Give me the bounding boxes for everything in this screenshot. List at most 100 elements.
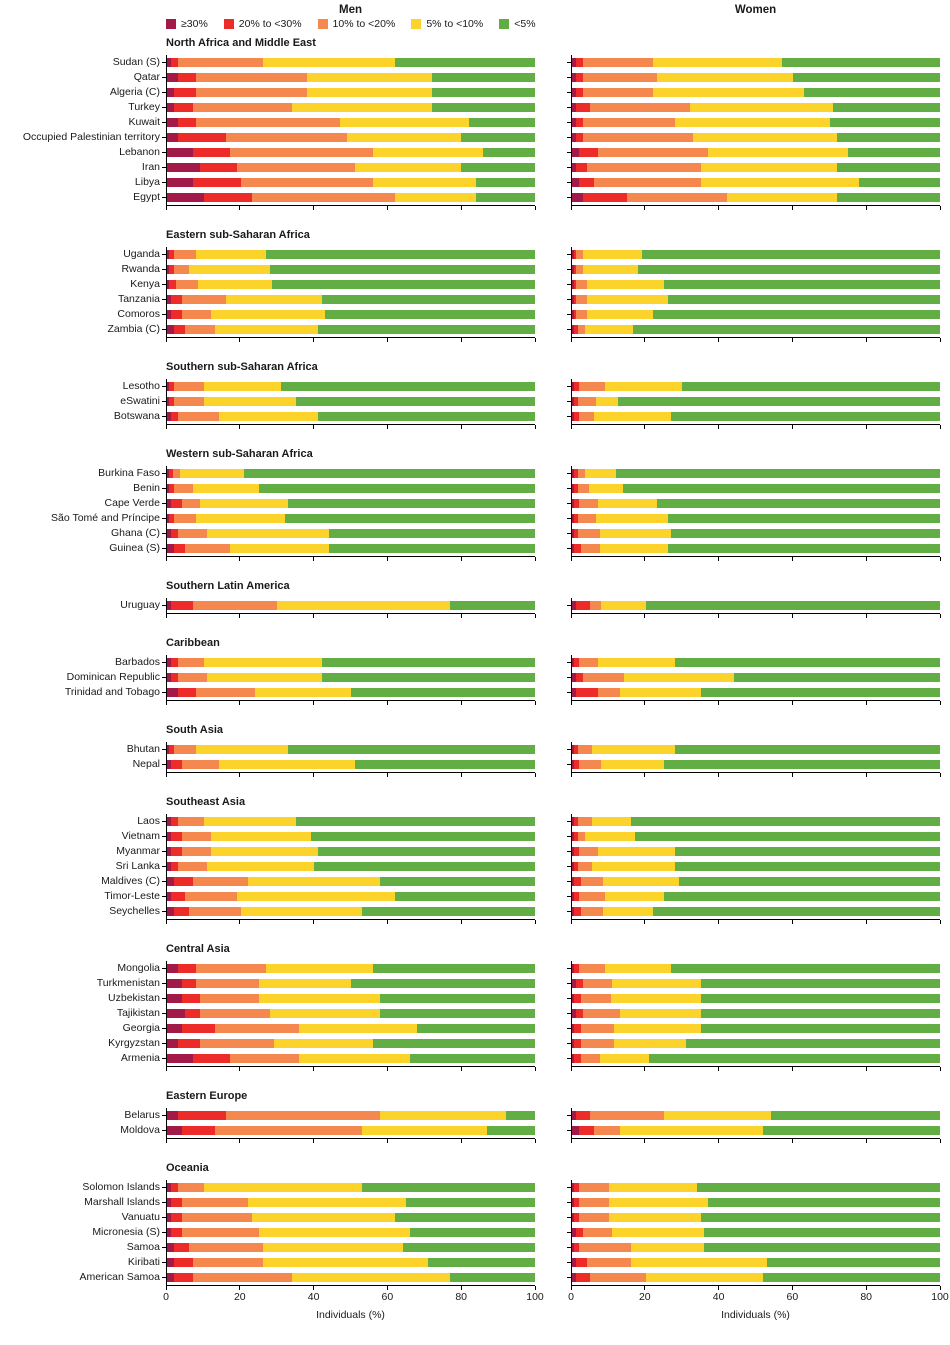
country-row: Marshall Islands bbox=[2, 1195, 940, 1210]
bar-segment bbox=[214, 1024, 300, 1033]
bar-panel-cell bbox=[162, 1225, 535, 1240]
country-row: Guinea (S) bbox=[2, 541, 940, 556]
x-axis-tick bbox=[939, 424, 941, 429]
y-axis-tick bbox=[162, 1277, 166, 1278]
bar-segment bbox=[395, 58, 535, 67]
bar-segment bbox=[579, 1243, 631, 1252]
y-axis-tick bbox=[567, 329, 571, 330]
x-axis-tick bbox=[570, 919, 572, 924]
y-axis-tick bbox=[162, 92, 166, 93]
x-axis-tick bbox=[460, 205, 462, 210]
x-axis-row bbox=[2, 771, 941, 779]
country-label: Kiribati bbox=[127, 1256, 160, 1268]
bar-segment bbox=[167, 1126, 182, 1135]
bar-segment bbox=[575, 1228, 584, 1237]
country-row: Uzbekistan bbox=[2, 991, 940, 1006]
panel-gap bbox=[535, 401, 571, 402]
y-axis-tick bbox=[162, 314, 166, 315]
bar-segment bbox=[262, 1258, 429, 1267]
y-axis-tick bbox=[162, 605, 166, 606]
bar-segment bbox=[211, 310, 326, 319]
x-axis-row bbox=[2, 423, 941, 431]
country-label: Turkey bbox=[128, 101, 160, 113]
y-axis-tick bbox=[567, 692, 571, 693]
bar-segment bbox=[594, 1126, 620, 1135]
bar-segment bbox=[167, 1054, 193, 1063]
bar-segment bbox=[572, 1258, 576, 1267]
bar-segment bbox=[270, 265, 535, 274]
x-axis-tick bbox=[644, 700, 646, 705]
panel-gap bbox=[535, 182, 571, 183]
bar-segment bbox=[572, 892, 574, 901]
bar-segment bbox=[174, 382, 204, 391]
bar-segment bbox=[700, 178, 860, 187]
bar-segment bbox=[572, 1213, 574, 1222]
stacked-bar bbox=[167, 1126, 535, 1135]
stacked-bar bbox=[167, 1273, 535, 1282]
y-axis-tick bbox=[162, 968, 166, 969]
bar-panel-cell bbox=[567, 1021, 940, 1036]
bar-segment bbox=[603, 877, 679, 886]
bar-panel-cell bbox=[567, 1270, 940, 1285]
country-label: Rwanda bbox=[121, 263, 160, 275]
bar-panel-cell bbox=[162, 247, 535, 262]
x-axis-tick bbox=[718, 556, 720, 561]
bar-segment bbox=[167, 397, 169, 406]
bar-segment bbox=[573, 382, 580, 391]
bar-segment bbox=[167, 877, 175, 886]
country-row: Uganda bbox=[2, 247, 940, 262]
x-axis-tick bbox=[534, 1066, 536, 1071]
bar-segment bbox=[652, 88, 804, 97]
bar-panel-cell bbox=[162, 844, 535, 859]
bar-segment bbox=[362, 907, 535, 916]
bar-segment bbox=[579, 658, 598, 667]
bar-segment bbox=[686, 1039, 940, 1048]
bar-segment bbox=[167, 250, 169, 259]
bar-segment bbox=[586, 295, 668, 304]
bar-segment bbox=[196, 118, 340, 127]
bar-segment bbox=[172, 469, 180, 478]
country-row: Benin bbox=[2, 481, 940, 496]
y-axis-tick bbox=[162, 518, 166, 519]
bar-segment bbox=[619, 1009, 701, 1018]
panel-gap bbox=[535, 1232, 571, 1233]
bar-panel-cell bbox=[162, 55, 535, 70]
bar-segment bbox=[167, 1183, 171, 1192]
bar-segment bbox=[167, 979, 182, 988]
bar-panel-cell bbox=[567, 961, 940, 976]
x-axis bbox=[570, 555, 941, 564]
country-row: Timor-Leste bbox=[2, 889, 940, 904]
x-axis-tick bbox=[460, 337, 462, 342]
country-label: São Tomé and Príncipe bbox=[51, 512, 160, 524]
y-axis-tick bbox=[567, 122, 571, 123]
x-axis-tick bbox=[386, 556, 388, 561]
bar-segment bbox=[645, 601, 940, 610]
bar-segment bbox=[262, 1243, 403, 1252]
bar-segment bbox=[431, 73, 535, 82]
bar-segment bbox=[380, 1111, 506, 1120]
bar-segment bbox=[572, 265, 574, 274]
bar-segment bbox=[583, 133, 694, 142]
bar-segment bbox=[572, 817, 574, 826]
bar-panel-cell bbox=[162, 322, 535, 337]
bar-segment bbox=[572, 529, 574, 538]
bar-segment bbox=[573, 412, 580, 421]
bar-segment bbox=[167, 412, 171, 421]
bar-panel-cell bbox=[162, 145, 535, 160]
bar-segment bbox=[675, 658, 940, 667]
panel-gap bbox=[535, 1262, 571, 1263]
bar-segment bbox=[638, 265, 940, 274]
country-label: Uruguay bbox=[120, 599, 160, 611]
stacked-bar bbox=[572, 499, 940, 508]
bar-segment bbox=[836, 163, 940, 172]
bar-segment bbox=[572, 1009, 576, 1018]
bar-segment bbox=[836, 133, 940, 142]
bar-segment bbox=[292, 1273, 451, 1282]
panel-gap bbox=[535, 107, 571, 108]
bar-segment bbox=[321, 673, 535, 682]
bar-segment bbox=[599, 529, 672, 538]
y-axis-tick bbox=[162, 896, 166, 897]
stacked-bar bbox=[572, 397, 940, 406]
x-axis-tick bbox=[718, 337, 720, 342]
bar-segment bbox=[614, 1024, 701, 1033]
